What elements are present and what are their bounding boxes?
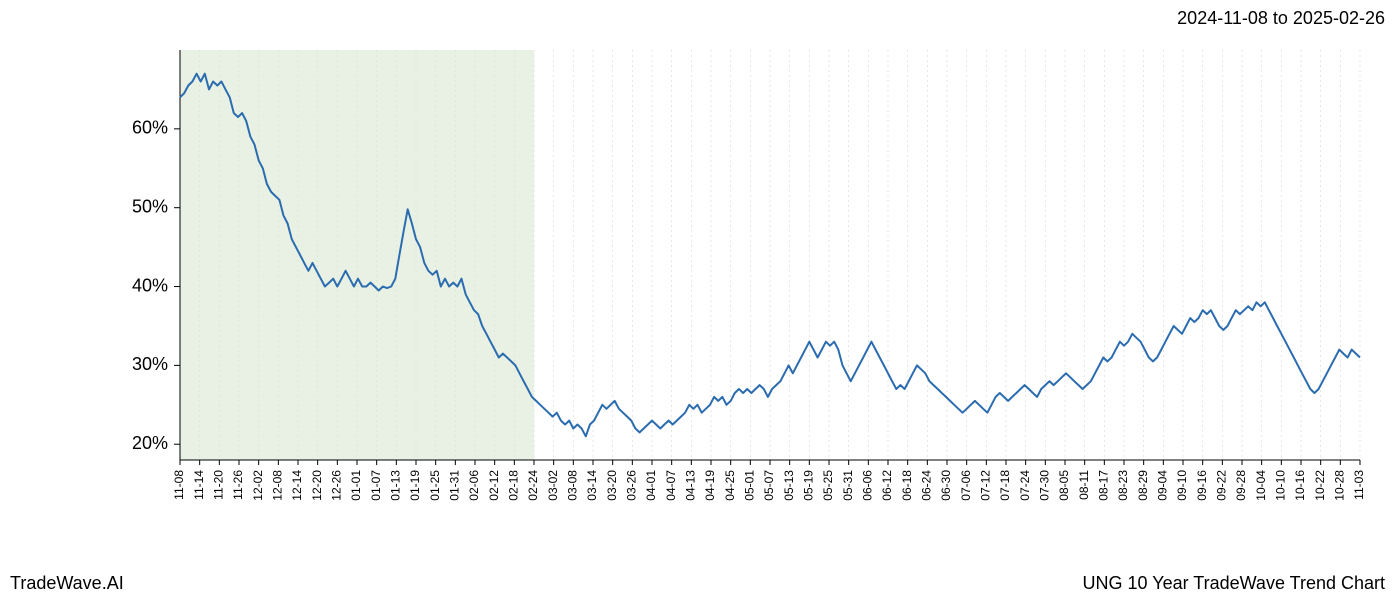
x-tick-label: 12-08 [271, 470, 285, 501]
x-tick-label: 09-28 [1234, 470, 1248, 501]
x-tick-label: 05-07 [762, 470, 776, 501]
x-tick-label: 03-08 [566, 470, 580, 501]
x-tick-label: 07-18 [998, 470, 1012, 501]
x-tick-label: 03-26 [625, 470, 639, 501]
x-tick-label: 11-08 [172, 470, 186, 500]
x-tick-label: 04-19 [703, 470, 717, 501]
y-tick-label: 40% [132, 275, 168, 295]
x-tick-label: 08-23 [1116, 470, 1130, 501]
x-tick-label: 08-11 [1077, 470, 1091, 500]
x-tick-label: 03-20 [605, 470, 619, 501]
x-tick-label: 10-10 [1274, 470, 1288, 501]
x-tick-label: 05-19 [802, 470, 816, 501]
x-tick-label: 07-30 [1038, 470, 1052, 501]
x-tick-label: 02-12 [487, 470, 501, 501]
x-tick-label: 12-26 [330, 470, 344, 501]
x-tick-label: 01-07 [369, 470, 383, 501]
x-tick-label: 06-12 [880, 470, 894, 501]
x-tick-label: 07-24 [1018, 470, 1032, 501]
x-tick-label: 05-25 [821, 470, 835, 501]
x-tick-label: 09-10 [1175, 470, 1189, 501]
x-tick-label: 09-04 [1156, 470, 1170, 501]
y-tick-label: 30% [132, 354, 168, 374]
x-tick-label: 05-01 [743, 470, 757, 501]
x-tick-label: 11-14 [192, 470, 206, 500]
x-tick-label: 02-06 [467, 470, 481, 501]
x-tick-label: 01-31 [448, 470, 462, 501]
x-tick-label: 11-26 [231, 470, 245, 500]
y-tick-label: 20% [132, 433, 168, 453]
x-tick-label: 06-30 [939, 470, 953, 501]
x-tick-label: 08-17 [1097, 470, 1111, 501]
x-tick-label: 02-18 [507, 470, 521, 501]
x-tick-label: 04-25 [723, 470, 737, 501]
x-tick-label: 06-18 [900, 470, 914, 501]
x-tick-label: 06-06 [861, 470, 875, 501]
x-tick-label: 01-13 [389, 470, 403, 501]
x-tick-label: 07-06 [959, 470, 973, 501]
x-tick-label: 03-02 [546, 470, 560, 501]
chart-container: 2024-11-08 to 2025-02-26 20% 30% 40% 50% 60%… [0, 0, 1400, 600]
x-tick-label: 01-19 [408, 470, 422, 501]
x-tick-label: 04-13 [684, 470, 698, 501]
date-range-label: 2024-11-08 to 2025-02-26 [1177, 8, 1385, 29]
footer-chart-title: UNG 10 Year TradeWave Trend Chart [1083, 573, 1385, 594]
y-tick-label: 50% [132, 196, 168, 216]
x-tick-label: 06-24 [920, 470, 934, 501]
trend-chart: 20% 30% 40% 50% 60% 11-08 11-14 11-20 11-26 12-0… [0, 40, 1400, 540]
x-tick-label: 01-01 [349, 470, 363, 501]
x-tick-label: 07-12 [979, 470, 993, 501]
footer-brand: TradeWave.AI [10, 573, 124, 594]
x-tick-label: 12-14 [290, 470, 304, 501]
x-tick-label: 05-31 [841, 470, 855, 501]
x-tick-label: 10-16 [1293, 470, 1307, 501]
x-tick-label: 05-13 [782, 470, 796, 501]
x-tick-label: 12-20 [310, 470, 324, 501]
x-tick-label: 09-16 [1195, 470, 1209, 501]
x-tick-label: 03-14 [585, 470, 599, 501]
x-tick-label: 12-02 [251, 470, 265, 501]
x-tick-label: 11-03 [1352, 470, 1366, 500]
x-tick-label: 08-29 [1136, 470, 1150, 501]
x-tick-label: 08-05 [1057, 470, 1071, 501]
x-tick-label: 10-22 [1313, 470, 1327, 501]
x-tick-label: 09-22 [1215, 470, 1229, 501]
x-tick-label: 04-07 [664, 470, 678, 501]
x-tick-label: 04-01 [644, 470, 658, 501]
x-tick-label: 10-28 [1333, 470, 1347, 501]
x-tick-label: 11-20 [212, 470, 226, 500]
x-tick-label: 10-04 [1254, 470, 1268, 501]
x-tick-label: 01-25 [428, 470, 442, 501]
y-tick-label: 60% [132, 118, 168, 138]
x-tick-label: 02-24 [526, 470, 540, 501]
